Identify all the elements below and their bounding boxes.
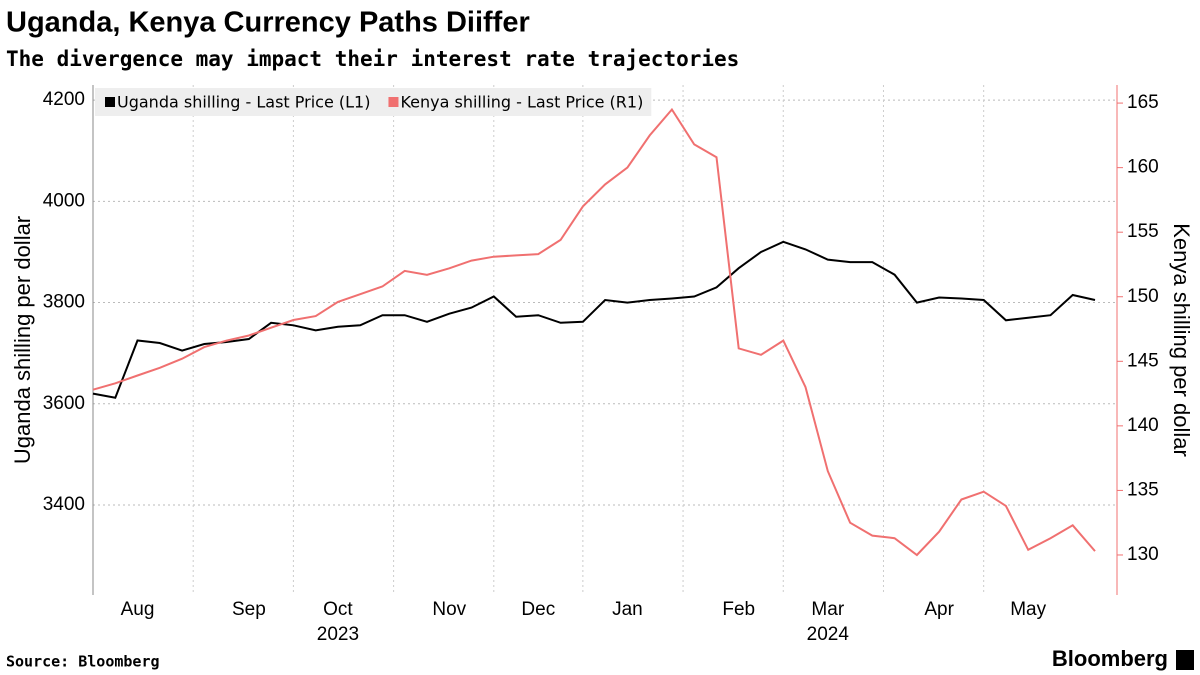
chart-title: Uganda, Kenya Currency Paths Diiffer: [6, 7, 530, 39]
y-tick-label: 3800: [43, 292, 85, 313]
y2-tick-label: 155: [1127, 221, 1159, 242]
source: Source: Bloomberg: [6, 653, 160, 671]
x-tick-label: Apr: [924, 599, 954, 620]
x-tick-label: Dec: [521, 599, 555, 620]
legend-label: Uganda shilling - Last Price (L1): [117, 93, 370, 112]
legend-box: [95, 88, 379, 116]
y-tick-label: 4000: [43, 190, 85, 211]
x-tick-label: Oct: [323, 599, 353, 620]
series-line: [92, 240, 1096, 399]
y2-tick-label: 160: [1127, 157, 1159, 178]
series-line: [92, 107, 1096, 557]
y2-axis-title: Kenya shilling per dollar: [1169, 223, 1194, 457]
legend-label: Kenya shilling - Last Price (R1): [400, 93, 643, 112]
legend-swatch: [388, 97, 399, 107]
x-year-label: 2023: [317, 624, 359, 645]
legend-swatch: [105, 97, 115, 107]
brand-icon: [1176, 650, 1194, 670]
x-tick-label: Aug: [121, 599, 155, 620]
x-year-label: 2024: [807, 624, 850, 645]
y-tick-label: 3400: [43, 494, 85, 515]
y-axis-title: Uganda shilling per dollar: [10, 216, 35, 464]
x-tick-label: Mar: [811, 599, 844, 620]
y2-tick-label: 130: [1127, 544, 1159, 565]
x-tick-label: Sep: [232, 599, 266, 620]
x-tick-label: Jan: [612, 599, 643, 620]
y2-tick-label: 150: [1127, 286, 1159, 307]
y-tick-label: 3600: [43, 393, 85, 414]
legend-box: [378, 88, 652, 116]
x-tick-label: May: [1010, 599, 1046, 620]
x-tick-label: Nov: [432, 599, 466, 620]
y2-tick-label: 135: [1127, 479, 1159, 500]
x-tick-label: Feb: [722, 599, 755, 620]
y-tick-label: 4200: [43, 89, 85, 110]
y2-tick-label: 165: [1127, 92, 1159, 113]
y2-tick-label: 145: [1127, 350, 1159, 371]
chart-subtitle: The divergence may impact their interest…: [6, 47, 739, 71]
brand: Bloomberg: [1052, 646, 1168, 671]
y2-tick-label: 140: [1127, 415, 1159, 436]
